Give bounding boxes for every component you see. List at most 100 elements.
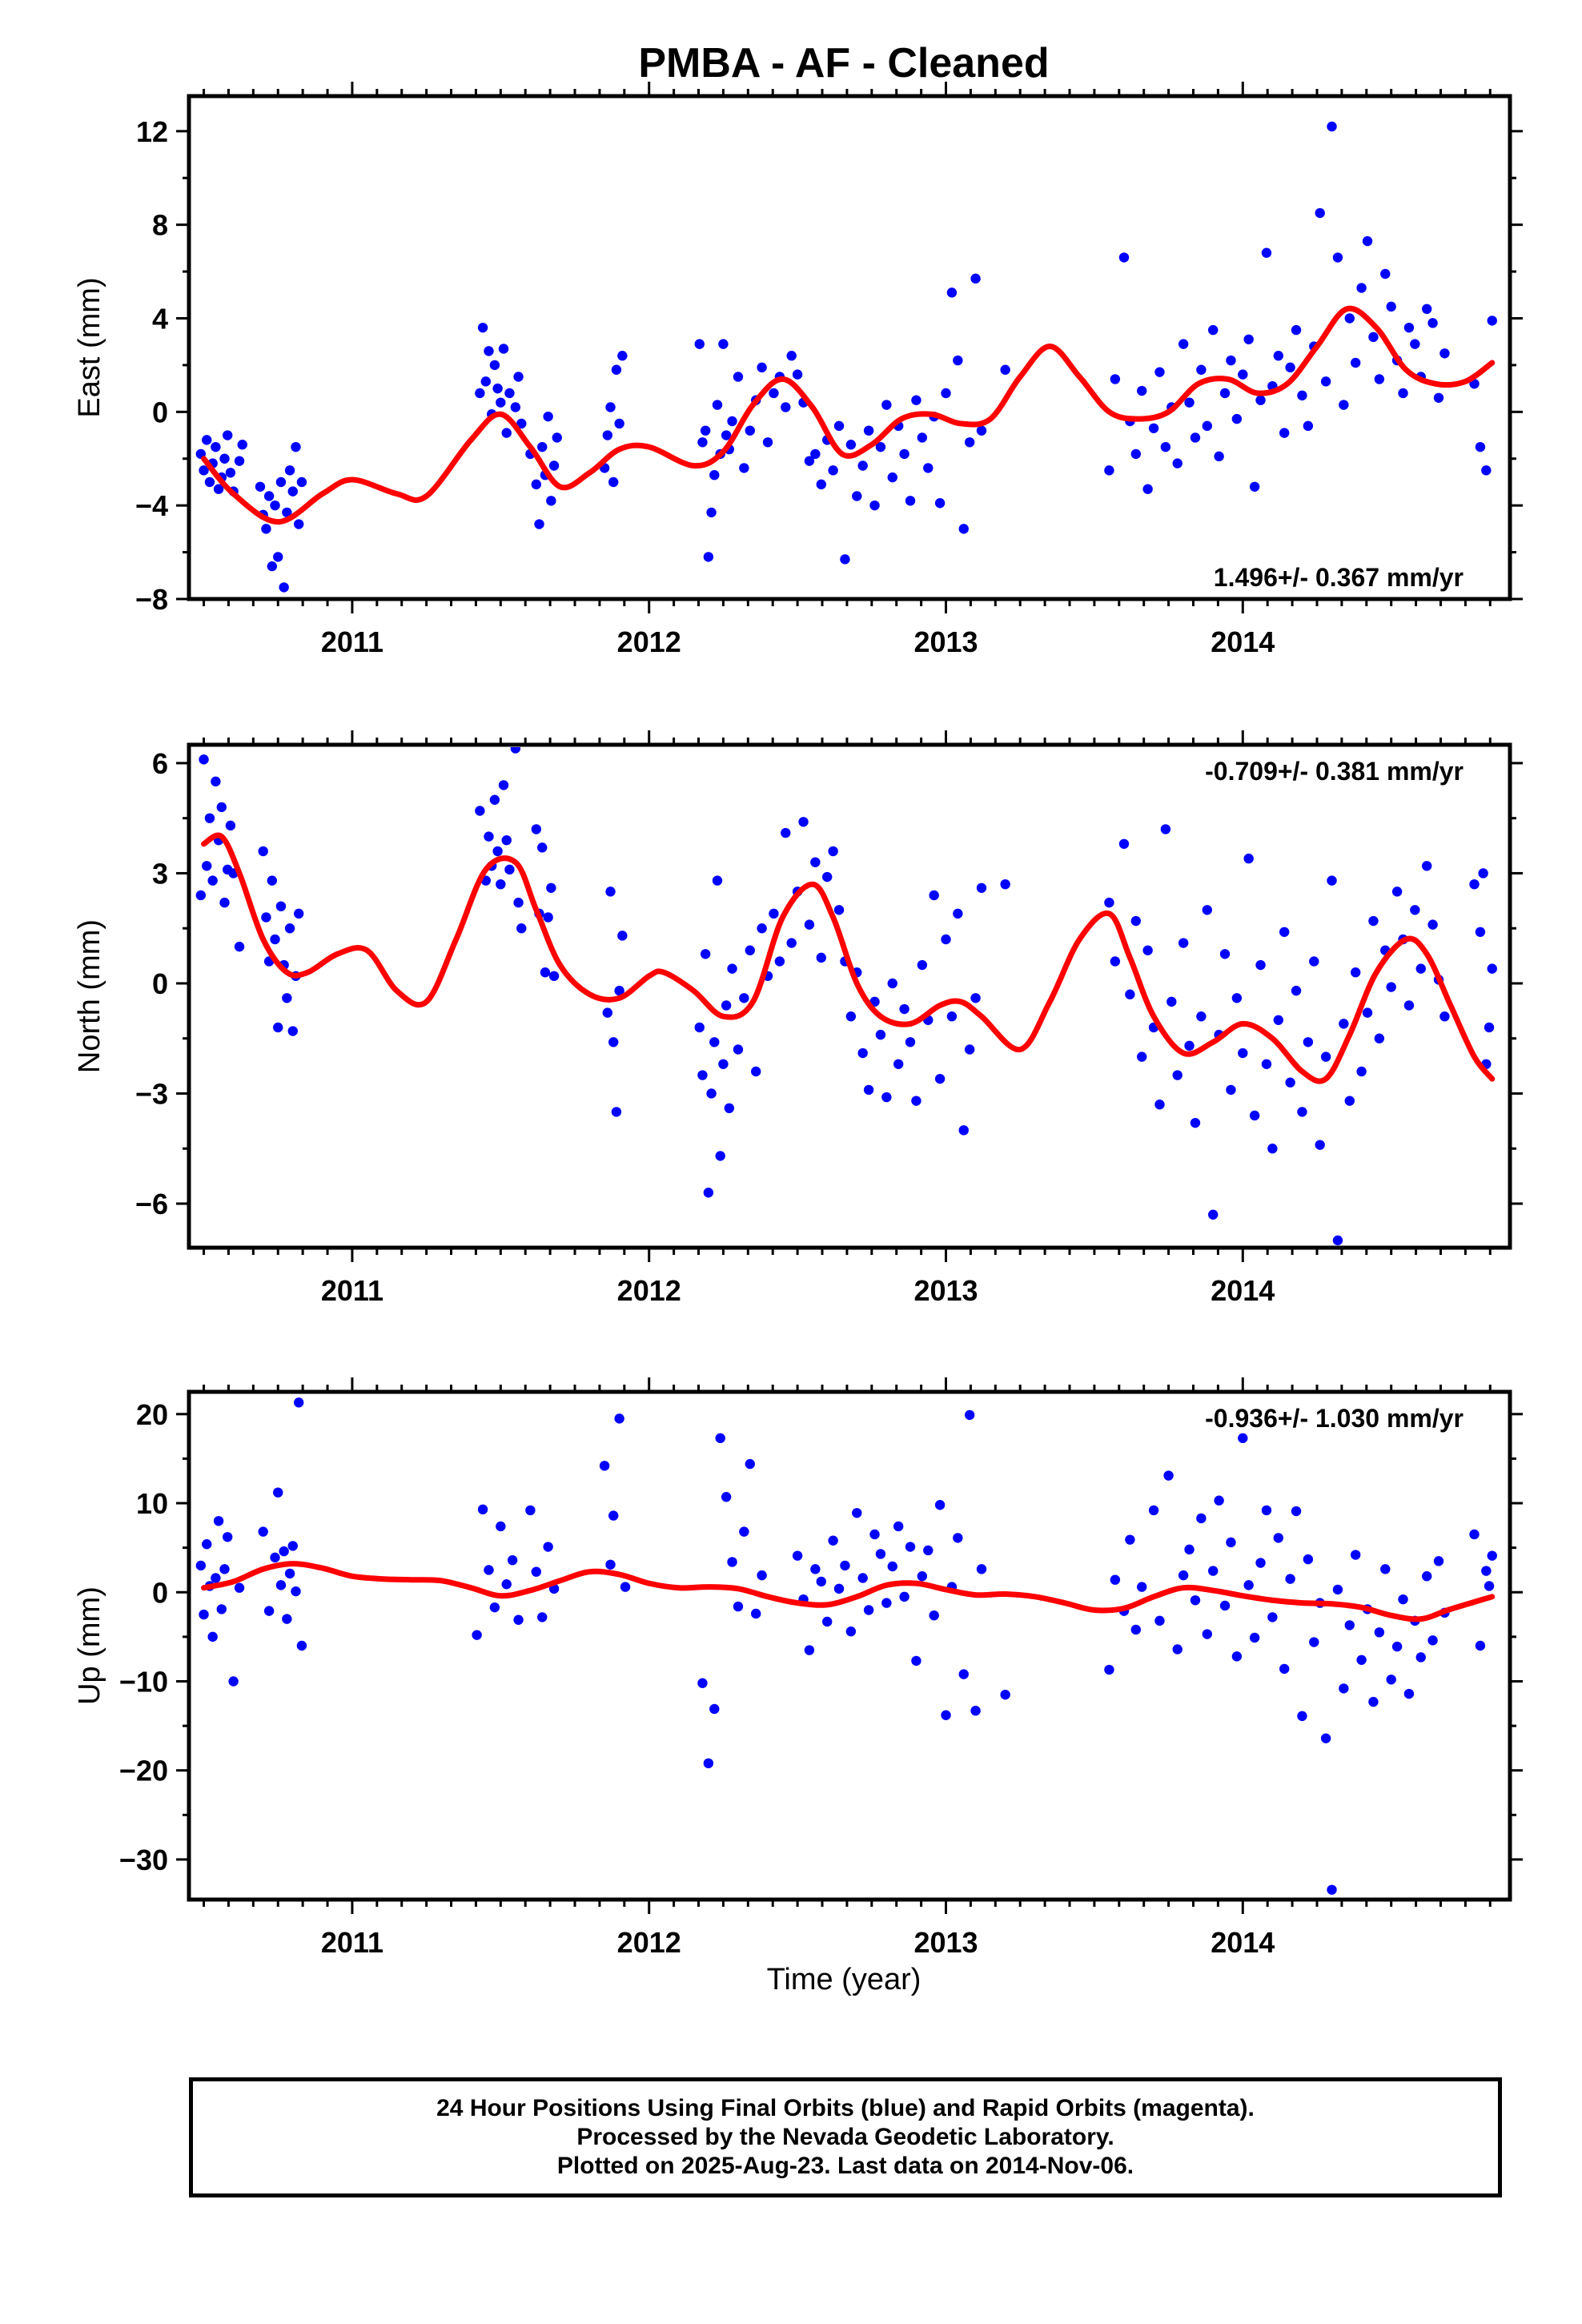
data-point [863, 1605, 874, 1615]
data-point [1137, 385, 1147, 396]
data-point [275, 1580, 287, 1590]
data-point [213, 484, 224, 494]
data-point [745, 945, 755, 955]
y-tick-label: −10 [119, 1665, 168, 1698]
data-point [881, 1598, 892, 1608]
data-point [833, 420, 845, 432]
y-tick-label: 3 [152, 857, 168, 890]
data-point [1172, 1070, 1182, 1080]
data-point [234, 1582, 245, 1593]
data-point [1231, 1651, 1243, 1662]
data-point [219, 897, 230, 908]
data-point [781, 402, 791, 412]
data-point [480, 376, 491, 387]
data-point [261, 524, 271, 534]
data-point [833, 905, 845, 915]
x-tick-label: 2012 [617, 1274, 681, 1307]
footer-line-1: 24 Hour Positions Using Final Orbits (bl… [436, 2095, 1255, 2121]
data-point [1297, 390, 1307, 401]
data-point [492, 846, 503, 857]
x-tick-label: 2011 [321, 625, 383, 658]
data-point [923, 463, 934, 473]
y-tick-label: −8 [135, 583, 168, 616]
data-point [1368, 1696, 1379, 1707]
data-point [929, 890, 939, 901]
data-point [207, 875, 218, 886]
data-point [1332, 1584, 1343, 1595]
data-point [852, 1508, 862, 1518]
data-point [798, 817, 809, 827]
data-point [614, 985, 624, 996]
data-point [1391, 887, 1403, 897]
data-point [709, 469, 720, 480]
data-point [293, 1397, 304, 1408]
data-point [1125, 1534, 1135, 1545]
data-layer-east [195, 121, 1497, 593]
data-point [1309, 1637, 1319, 1647]
data-point [1279, 1663, 1290, 1675]
data-point [852, 491, 862, 501]
data-point [1273, 351, 1283, 361]
data-point [769, 388, 779, 399]
data-point [267, 875, 278, 886]
data-point [887, 472, 897, 483]
data-point [810, 857, 821, 867]
data-point [1184, 1544, 1195, 1555]
data-point [694, 339, 705, 349]
data-point [513, 897, 524, 908]
data-point [284, 923, 295, 934]
y-tick-label: 0 [152, 1576, 168, 1609]
data-point [537, 842, 548, 853]
data-point [1344, 1620, 1355, 1630]
data-point [1184, 1040, 1195, 1051]
data-point [263, 1606, 275, 1616]
data-point [1178, 1570, 1189, 1581]
data-point [1368, 332, 1379, 343]
data-point [1184, 397, 1195, 408]
data-point [1104, 897, 1114, 908]
data-point [513, 1614, 524, 1625]
x-tick-label: 2013 [913, 625, 978, 658]
data-point [1261, 1505, 1272, 1516]
data-point [697, 437, 708, 448]
data-point [976, 1564, 987, 1574]
data-point [786, 351, 797, 361]
data-point [718, 1059, 729, 1070]
data-point [489, 794, 500, 805]
data-point [1403, 1000, 1415, 1011]
data-point [970, 273, 981, 284]
x-tick-label: 2013 [913, 1274, 978, 1307]
data-point [1386, 1675, 1396, 1685]
y-axis-title: Up (mm) [73, 1586, 106, 1705]
data-point [929, 1610, 939, 1621]
data-point [875, 441, 886, 452]
data-point [1303, 1554, 1314, 1565]
x-tick-label: 2014 [1211, 1926, 1275, 1959]
data-point [543, 912, 553, 923]
data-point [1427, 1635, 1438, 1646]
y-tick-label: −4 [135, 489, 168, 522]
data-point [1261, 1059, 1272, 1070]
data-point [1339, 400, 1349, 410]
data-point [608, 1037, 619, 1047]
data-point [498, 780, 509, 790]
data-point [489, 360, 500, 371]
data-point [270, 500, 280, 511]
data-point [617, 351, 628, 361]
data-point [477, 1504, 488, 1515]
data-point [275, 476, 287, 488]
data-point [712, 400, 723, 410]
data-point [1433, 1556, 1444, 1566]
data-point [1315, 207, 1325, 219]
data-point [1163, 1470, 1174, 1481]
data-point [911, 1096, 921, 1106]
data-point [602, 430, 613, 440]
data-point [1243, 853, 1254, 864]
data-point [546, 883, 556, 893]
data-point [548, 971, 560, 981]
data-point [510, 402, 521, 412]
data-point [1368, 915, 1379, 927]
data-point [282, 993, 292, 1003]
data-point [1219, 949, 1231, 959]
data-point [881, 400, 892, 410]
